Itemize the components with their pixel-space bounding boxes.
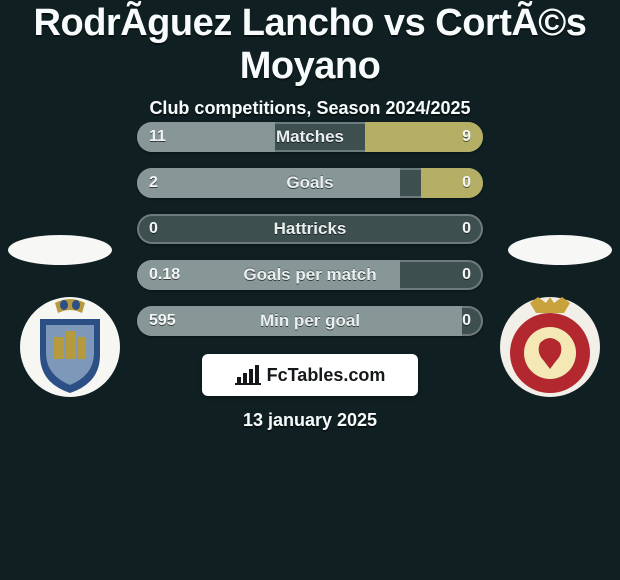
stat-bar-value-right: 0	[462, 214, 471, 244]
stat-bar-label: Goals per match	[137, 260, 483, 290]
avatar-left-ellipse	[8, 235, 112, 265]
stat-bar: Hattricks0 0	[137, 214, 483, 244]
stat-bar-label: Matches	[137, 122, 483, 152]
stat-bar-label: Min per goal	[137, 306, 483, 336]
stat-bar-label: Goals	[137, 168, 483, 198]
club-badge-right	[500, 297, 600, 397]
club-badge-left	[20, 297, 120, 397]
stat-bar-value-left: 11	[149, 122, 166, 152]
club-badge-left-icon	[20, 297, 120, 397]
stat-bar-value-right: 0	[462, 260, 471, 290]
stat-bar-value-right: 9	[462, 122, 471, 152]
stat-bar-label: Hattricks	[137, 214, 483, 244]
avatar-right-ellipse	[508, 235, 612, 265]
page-subtitle: Club competitions, Season 2024/2025	[0, 98, 620, 119]
stat-bar-value-right: 0	[462, 168, 471, 198]
stat-bar-value-left: 0	[149, 214, 158, 244]
stat-bars: Matches119Goals20Hattricks00Goals per ma…	[137, 122, 483, 352]
club-badge-right-icon	[500, 297, 600, 397]
page-root: RodrÃ­guez Lancho vs CortÃ©s Moyano Club…	[0, 0, 620, 580]
stat-bar-value-left: 2	[149, 168, 158, 198]
stat-bar-value-right: 0	[462, 306, 471, 336]
date-stamp: 13 january 2025	[0, 410, 620, 431]
brand-text: FcTables.com	[267, 365, 386, 386]
stat-bar: Goals per match0.18 0	[137, 260, 483, 290]
bar-chart-icon	[235, 365, 261, 385]
brand-box[interactable]: FcTables.com	[202, 354, 418, 396]
stat-bar: Goals2 0	[137, 168, 483, 198]
stat-bar: Min per goal595 0	[137, 306, 483, 336]
page-title: RodrÃ­guez Lancho vs CortÃ©s Moyano	[0, 0, 620, 88]
stat-bar-value-left: 0.18	[149, 260, 180, 290]
stat-bar: Matches11 9	[137, 122, 483, 152]
stat-bar-value-left: 595	[149, 306, 176, 336]
